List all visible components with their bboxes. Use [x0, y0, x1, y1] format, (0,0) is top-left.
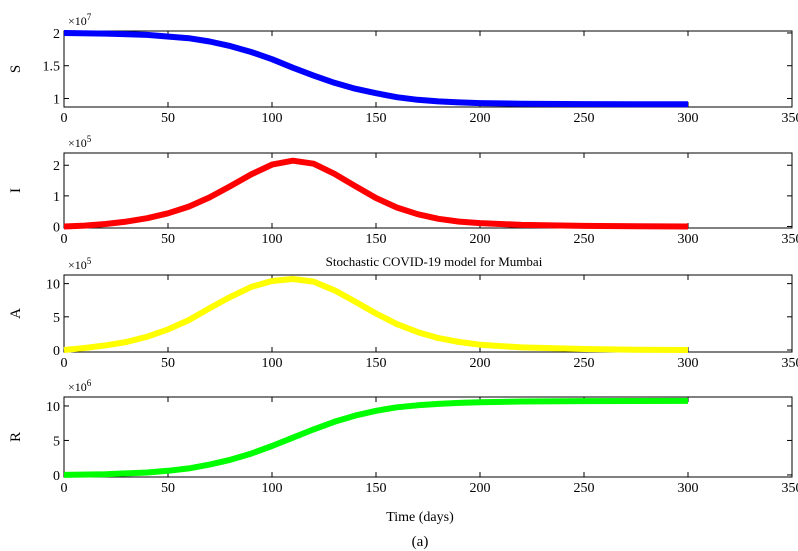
x-tick-label: 0 [61, 111, 68, 126]
y-tick-label: 1.5 [43, 60, 61, 75]
x-tick-label: 250 [574, 481, 595, 496]
series-line-r [63, 397, 689, 478]
x-tick-label: 100 [262, 481, 283, 496]
x-tick-label: 300 [678, 111, 699, 126]
y-tick-label: 5 [53, 311, 60, 326]
x-tick-label: 100 [262, 111, 283, 126]
x-tick-label: 50 [161, 232, 175, 247]
axes-box-r [63, 396, 793, 478]
y-tick-label: 0 [53, 220, 60, 235]
y-tick-label: 2 [53, 159, 60, 174]
x-tick-label: 200 [470, 481, 491, 496]
subplot-r: 0 50 100 150 200 250 300 350 0 5 10 R ×106 [8, 378, 798, 496]
series-line-a [63, 276, 689, 353]
figure-caption: (a) [412, 534, 429, 550]
y-axis-label-i: I [8, 188, 24, 193]
y-multiplier-s: ×107 [68, 12, 92, 28]
x-tick-label: 0 [61, 356, 68, 371]
x-tick-label: 300 [678, 232, 699, 247]
x-tick-label: 50 [161, 111, 175, 126]
x-tick-label: 100 [262, 232, 283, 247]
x-tick-label: 350 [782, 481, 798, 496]
x-tick-label: 150 [366, 111, 387, 126]
x-tick-label: 0 [61, 481, 68, 496]
subplot-i: 0 50 100 150 200 250 300 350 0 1 2 I ×105 [8, 134, 798, 247]
axes-box-i [63, 152, 793, 229]
x-tick-label: 300 [678, 481, 699, 496]
x-axis-label: Time (days) [386, 510, 454, 525]
y-tick-label: 0 [53, 469, 60, 484]
axes-box-s [63, 30, 793, 108]
x-tick-label: 350 [782, 232, 798, 247]
x-tick-label: 50 [161, 481, 175, 496]
y-tick-label: 1 [53, 190, 60, 205]
x-tick-label: 100 [262, 356, 283, 371]
axes-box-a [63, 274, 793, 353]
y-tick-label: 10 [46, 400, 60, 415]
y-axis-label-a: A [8, 308, 24, 319]
series-line-s [63, 30, 688, 108]
y-tick-label: 0 [53, 344, 60, 359]
y-multiplier-i: ×105 [68, 134, 92, 150]
y-tick-label: 1 [53, 92, 60, 107]
y-multiplier-r: ×106 [68, 378, 92, 394]
x-tick-label: 50 [161, 356, 175, 371]
subplot-s: 0 50 100 150 200 250 300 350 1 1.5 2 S ×107 [8, 12, 798, 126]
x-tick-label: 250 [574, 111, 595, 126]
x-tick-label: 350 [782, 111, 798, 126]
x-tick-label: 200 [470, 356, 491, 371]
x-tick-label: 250 [574, 232, 595, 247]
chart-title: Stochastic COVID-19 model for Mumbai [326, 254, 543, 269]
y-axis-label-s: S [8, 65, 24, 73]
series-line-i [63, 157, 689, 230]
x-tick-label: 0 [61, 232, 68, 247]
y-multiplier-a: ×105 [68, 256, 92, 272]
x-tick-label: 150 [366, 356, 387, 371]
y-tick-label: 2 [53, 27, 60, 42]
x-tick-label: 300 [678, 356, 699, 371]
subplot-a: 0 50 100 150 200 250 300 350 0 5 10 A ×105 [8, 256, 798, 371]
x-tick-label: 200 [470, 232, 491, 247]
x-tick-label: 250 [574, 356, 595, 371]
y-tick-label: 10 [46, 278, 60, 293]
x-tick-label: 150 [366, 481, 387, 496]
y-tick-label: 5 [53, 434, 60, 449]
x-tick-label: 350 [782, 356, 798, 371]
x-tick-label: 200 [470, 111, 491, 126]
x-tick-label: 150 [366, 232, 387, 247]
y-axis-label-r: R [8, 432, 24, 442]
